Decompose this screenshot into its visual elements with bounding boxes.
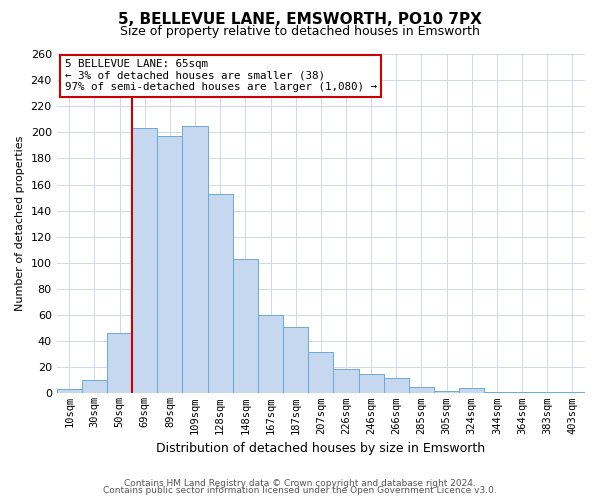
Bar — [132, 128, 157, 394]
Bar — [208, 194, 233, 394]
Bar — [107, 334, 132, 394]
Bar — [434, 391, 459, 394]
Bar — [560, 392, 585, 394]
Bar — [283, 327, 308, 394]
Text: 5 BELLEVUE LANE: 65sqm
← 3% of detached houses are smaller (38)
97% of semi-deta: 5 BELLEVUE LANE: 65sqm ← 3% of detached … — [65, 59, 377, 92]
Bar — [182, 126, 208, 394]
Text: Size of property relative to detached houses in Emsworth: Size of property relative to detached ho… — [120, 25, 480, 38]
Bar — [484, 392, 509, 394]
Bar — [334, 368, 359, 394]
Bar — [56, 390, 82, 394]
Bar — [384, 378, 409, 394]
Bar — [359, 374, 384, 394]
Bar — [157, 136, 182, 394]
Text: Contains public sector information licensed under the Open Government Licence v3: Contains public sector information licen… — [103, 486, 497, 495]
Bar — [233, 259, 258, 394]
Bar — [258, 315, 283, 394]
Bar — [308, 352, 334, 394]
Bar — [509, 392, 535, 394]
Y-axis label: Number of detached properties: Number of detached properties — [15, 136, 25, 312]
Text: Contains HM Land Registry data © Crown copyright and database right 2024.: Contains HM Land Registry data © Crown c… — [124, 478, 476, 488]
Bar — [82, 380, 107, 394]
Bar — [409, 387, 434, 394]
Text: 5, BELLEVUE LANE, EMSWORTH, PO10 7PX: 5, BELLEVUE LANE, EMSWORTH, PO10 7PX — [118, 12, 482, 28]
Bar — [459, 388, 484, 394]
X-axis label: Distribution of detached houses by size in Emsworth: Distribution of detached houses by size … — [156, 442, 485, 455]
Bar — [535, 392, 560, 394]
